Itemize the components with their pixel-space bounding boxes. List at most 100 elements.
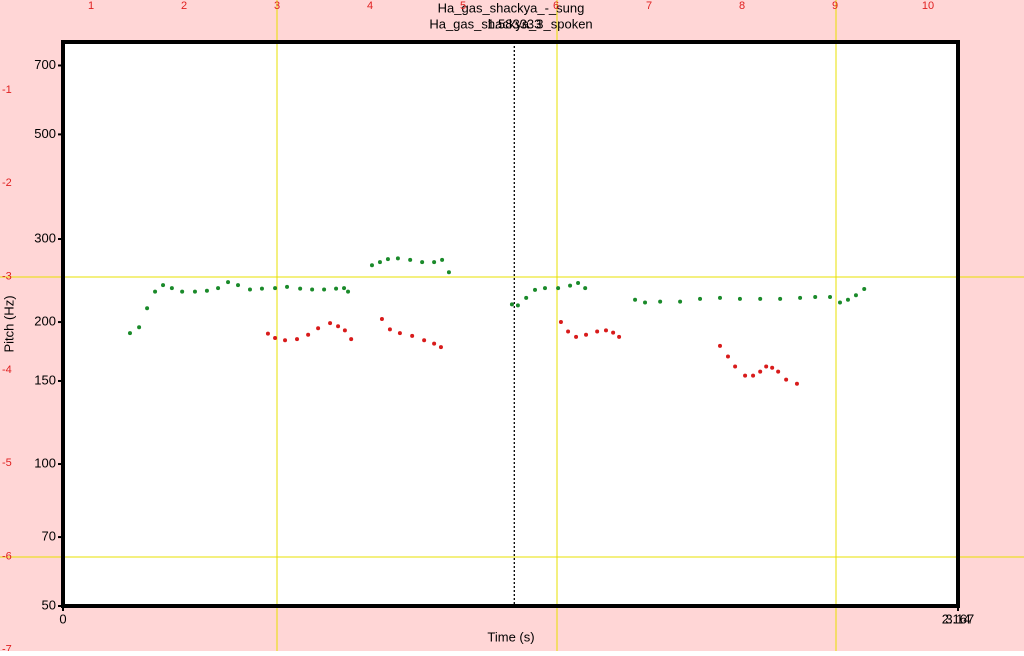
pitch-point (377, 260, 382, 265)
pitch-point (853, 293, 858, 298)
pitch-point (558, 320, 563, 325)
pitch-point (328, 321, 333, 326)
pitch-point (794, 381, 799, 386)
ruler-label: 4 (367, 0, 373, 12)
pitch-point (576, 281, 581, 286)
pitch-point (717, 343, 722, 348)
plot-area (63, 42, 958, 606)
pitch-point (387, 327, 392, 332)
pitch-point (743, 373, 748, 378)
pitch-point (845, 297, 850, 302)
chart-subtitle: Ha_gas_shackya_3_spoken (429, 16, 592, 31)
pitch-point (828, 295, 833, 300)
pitch-point (758, 369, 763, 374)
ruler-label: 2 (181, 0, 187, 12)
x-axis-label: Time (s) (487, 629, 534, 644)
pitch-point (432, 341, 437, 346)
pitch-point (169, 286, 174, 291)
pitch-point (566, 329, 571, 334)
pitch-point (737, 296, 742, 301)
pitch-point (583, 286, 588, 291)
pitch-point (515, 303, 520, 308)
pitch-point (379, 317, 384, 322)
ruler-label: -4 (2, 364, 12, 376)
pitch-point (813, 295, 818, 300)
pitch-point (273, 336, 278, 341)
pitch-point (733, 364, 738, 369)
y-tick-label: 50 (42, 597, 56, 612)
y-tick-label: 300 (34, 230, 56, 245)
pitch-point (316, 326, 321, 331)
pitch-point (778, 296, 783, 301)
pitch-point (862, 287, 867, 292)
pitch-point (385, 257, 390, 262)
ruler-label: -2 (2, 177, 12, 189)
pitch-point (542, 286, 547, 291)
pitch-point (334, 286, 339, 291)
pitch-point (574, 334, 579, 339)
pitch-point (751, 373, 756, 378)
pitch-point (192, 289, 197, 294)
pitch-point (298, 286, 303, 291)
pitch-point (617, 334, 622, 339)
pitch-point (285, 284, 290, 289)
pitch-point (295, 337, 300, 342)
pitch-point (236, 283, 241, 288)
x-tick-label: 3.14 (945, 611, 970, 626)
pitch-point (259, 286, 264, 291)
pitch-point (643, 300, 648, 305)
pitch-point (568, 283, 573, 288)
ruler-label: -6 (2, 550, 12, 562)
pitch-point (524, 295, 529, 300)
pitch-point (633, 297, 638, 302)
pitch-point (342, 328, 347, 333)
pitch-point (658, 299, 663, 304)
chart-title: Ha_gas_shackya_-_sung (438, 0, 585, 15)
pitch-point (322, 287, 327, 292)
pitch-point (422, 338, 427, 343)
x-tick-label: 2.167 (942, 611, 975, 626)
pitch-point (369, 263, 374, 268)
y-tick-label: 700 (34, 57, 56, 72)
pitch-point (410, 333, 415, 338)
y-tick-label: 150 (34, 372, 56, 387)
pitch-point (145, 306, 150, 311)
pitch-point (770, 365, 775, 370)
y-tick-label: 100 (34, 455, 56, 470)
pitch-point (204, 288, 209, 293)
pitch-point (216, 286, 221, 291)
y-tick-label: 70 (42, 529, 56, 544)
pitch-point (127, 331, 132, 336)
ruler-label: 9 (832, 0, 838, 12)
pitch-point (784, 377, 789, 382)
pitch-point (408, 257, 413, 262)
plot-frame (61, 40, 960, 608)
pitch-point (153, 289, 158, 294)
ruler-label: 1 (88, 0, 94, 12)
ruler-label: -1 (2, 84, 12, 96)
pitch-point (180, 289, 185, 294)
pitch-point (595, 329, 600, 334)
ruler-label: 6 (553, 0, 559, 12)
pitch-point (556, 286, 561, 291)
pitch-point (533, 287, 538, 292)
pitch-point (420, 260, 425, 265)
pitch-point (438, 345, 443, 350)
pitch-point (698, 296, 703, 301)
pitch-point (725, 354, 730, 359)
pitch-point (603, 328, 608, 333)
pitch-point (137, 325, 142, 330)
pitch-point (678, 299, 683, 304)
pitch-point (395, 256, 400, 261)
x-tick-label: 0 (59, 611, 66, 626)
y-axis-label: Pitch (Hz) (1, 295, 16, 352)
pitch-point (226, 280, 231, 285)
pitch-point (247, 287, 252, 292)
pitch-point (584, 332, 589, 337)
pitch-point (306, 332, 311, 337)
pitch-point (265, 331, 270, 336)
ruler-label: 5 (460, 0, 466, 12)
cursor-label: 1.583333 (487, 16, 541, 31)
